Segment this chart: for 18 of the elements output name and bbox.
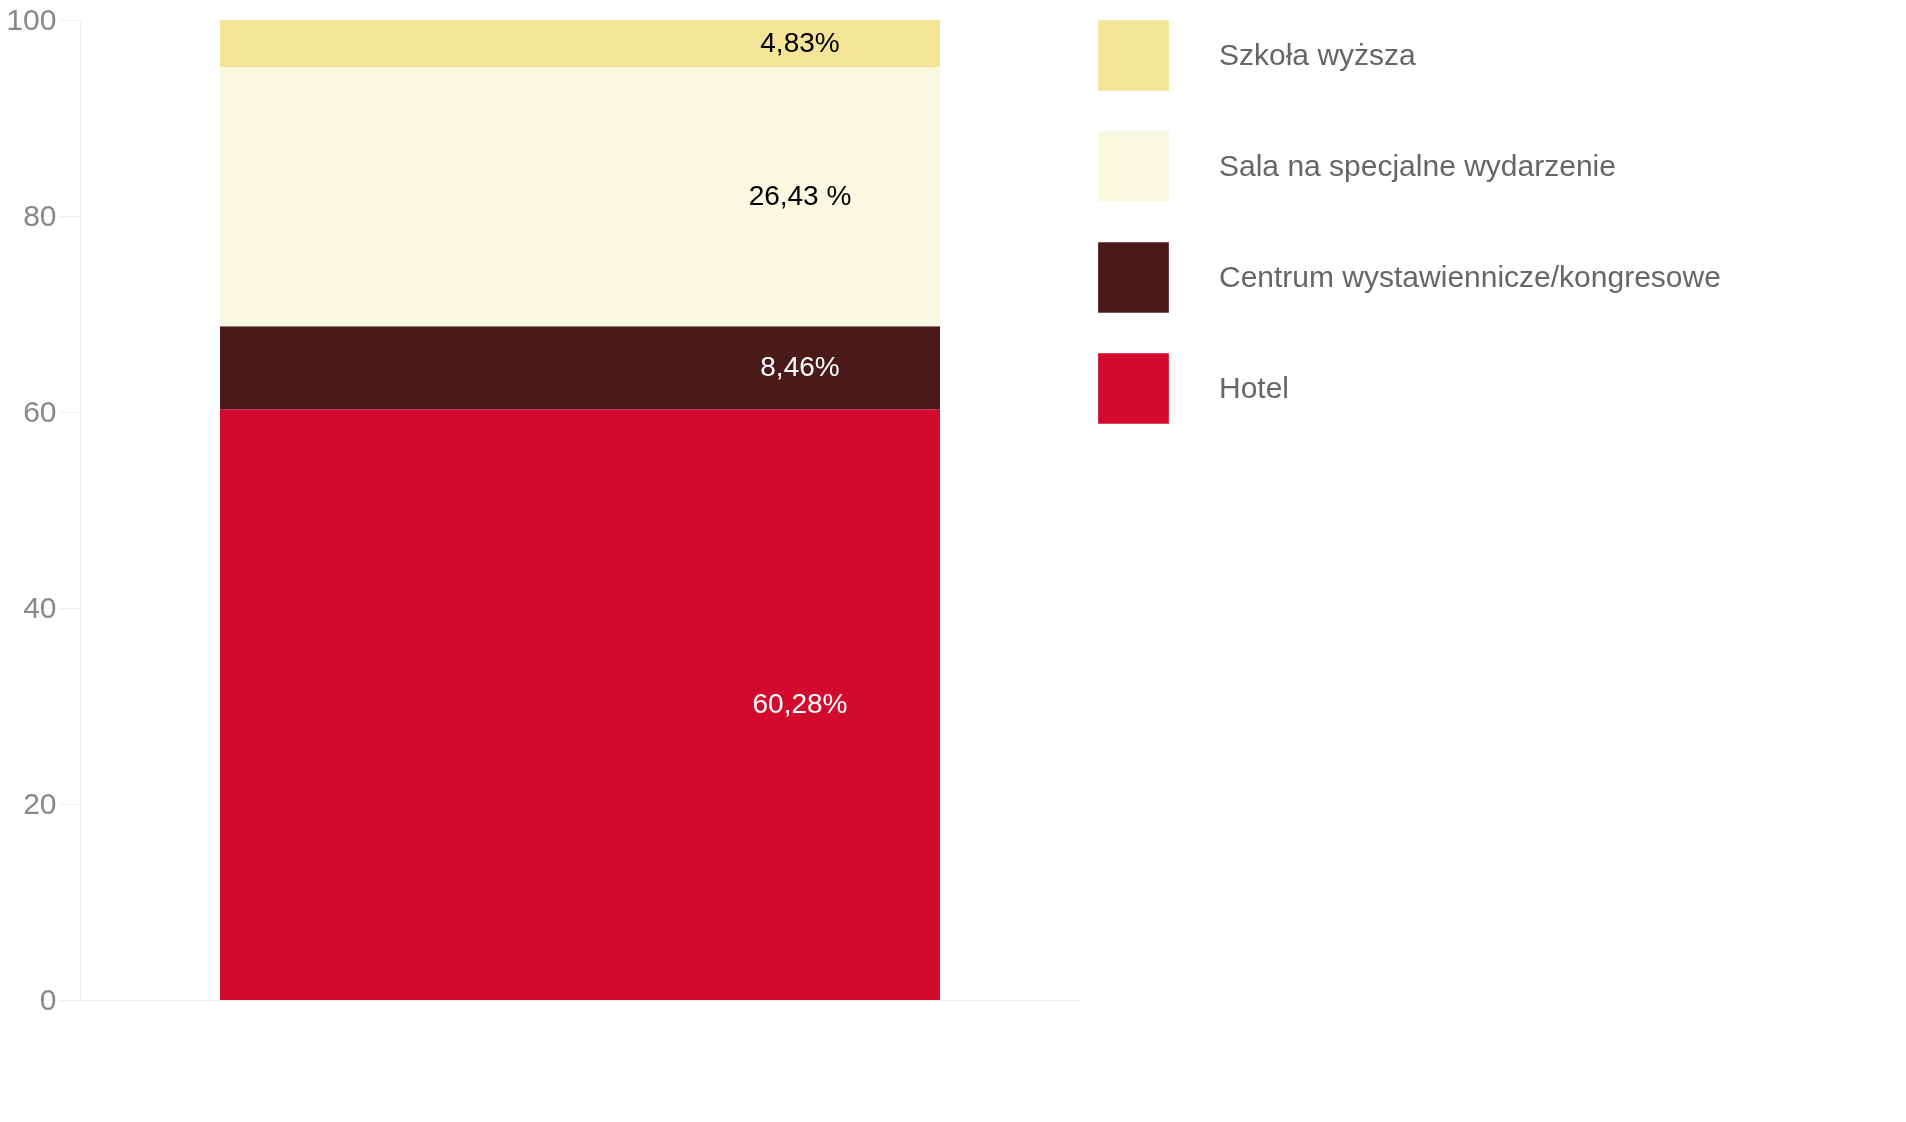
bar	[220, 409, 940, 1000]
legend-label: Sala na specjalne wydarzenie	[1219, 148, 1616, 182]
y-tick-label: 40	[23, 590, 57, 624]
legend-label: Centrum wystawiennicze/kongresowe	[1219, 259, 1721, 293]
y-tick-label: 100	[6, 2, 57, 36]
bar	[220, 326, 940, 410]
data-label: 4,83%	[760, 26, 840, 58]
data-label: 60,28%	[752, 687, 848, 719]
data-label: 26,43 %	[748, 179, 852, 211]
y-tick-label: 20	[23, 786, 57, 820]
bar	[220, 20, 940, 68]
data-label: 8,46%	[760, 350, 840, 382]
legend-label: Szkoła wyższa	[1219, 37, 1417, 71]
y-tick-label: 60	[23, 394, 57, 428]
bar	[220, 67, 940, 327]
legend-label: Hotel	[1219, 370, 1290, 404]
y-tick-label: 0	[39, 982, 57, 1016]
y-tick-label: 80	[23, 198, 57, 232]
